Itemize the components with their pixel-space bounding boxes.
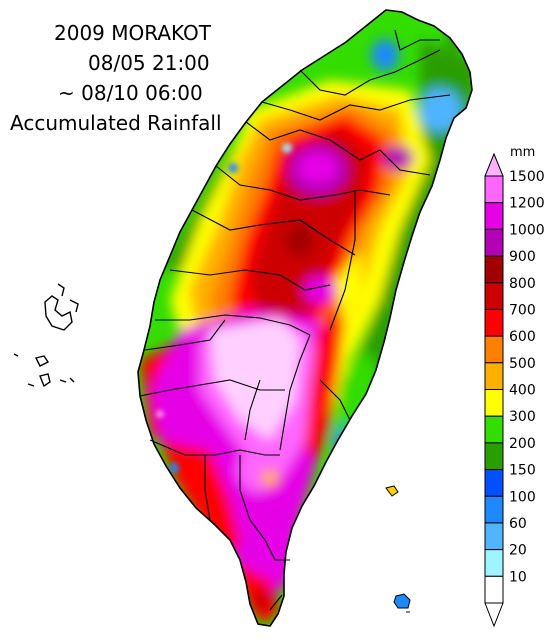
green-island [385,485,399,497]
rainfall-legend: mm 1500 1200 1000 900 800 700 600 500 400 300 200 1… [484,145,545,628]
legend-swatch-60 [484,522,504,551]
legend-swatch-900 [484,255,504,284]
legend-swatch-1000 [484,228,504,257]
island-outline [137,9,473,627]
legend-label-1200: 1200 [509,196,545,212]
legend-label-100: 100 [509,489,536,505]
legend-top-arrow [484,152,504,177]
legend-label-500: 500 [509,356,536,372]
title-line-2: 08/05 21:00 [88,51,210,75]
legend-label-1500: 1500 [509,169,545,185]
legend-label-900: 900 [509,249,536,265]
legend-swatch-100 [484,495,504,524]
legend-bottom-arrow [484,602,504,628]
legend-label-150: 150 [509,463,536,479]
legend-swatch-400 [484,389,504,417]
legend-label-600: 600 [509,329,536,345]
legend-swatch-1200 [484,202,504,230]
title-line-4: Accumulated Rainfall [10,111,222,135]
legend-swatch-500 [484,362,504,390]
legend-swatch-150 [484,469,504,497]
legend-label-20: 20 [509,543,527,559]
legend-label-400: 400 [509,383,536,399]
legend-swatch-300 [484,415,504,444]
legend-swatch-20 [484,549,504,577]
title-line-1: 2009 MORAKOT [54,21,212,45]
legend-label-700: 700 [509,302,536,318]
legend-swatch-600 [484,335,504,364]
penghu-islands [13,283,79,388]
legend-swatch-800 [484,282,504,310]
legend-label-1000: 1000 [509,222,545,238]
map-title: 2009 MORAKOT 08/05 21:00 ~ 08/10 06:00 A… [8,18,276,138]
legend-label-300: 300 [509,409,536,425]
legend-unit: mm [510,145,535,160]
legend-swatch-700 [484,308,504,337]
legend-swatch-1500 [484,175,504,204]
legend-swatch-10 [484,575,504,604]
legend-label-10: 10 [509,569,527,585]
title-line-3: ~ 08/10 06:00 [58,81,203,105]
legend-label-800: 800 [509,276,536,292]
legend-label-200: 200 [509,436,536,452]
county-boundaries [139,29,451,611]
legend-swatch-200 [484,442,504,471]
orchid-island [393,593,411,613]
legend-label-60: 60 [509,516,527,532]
